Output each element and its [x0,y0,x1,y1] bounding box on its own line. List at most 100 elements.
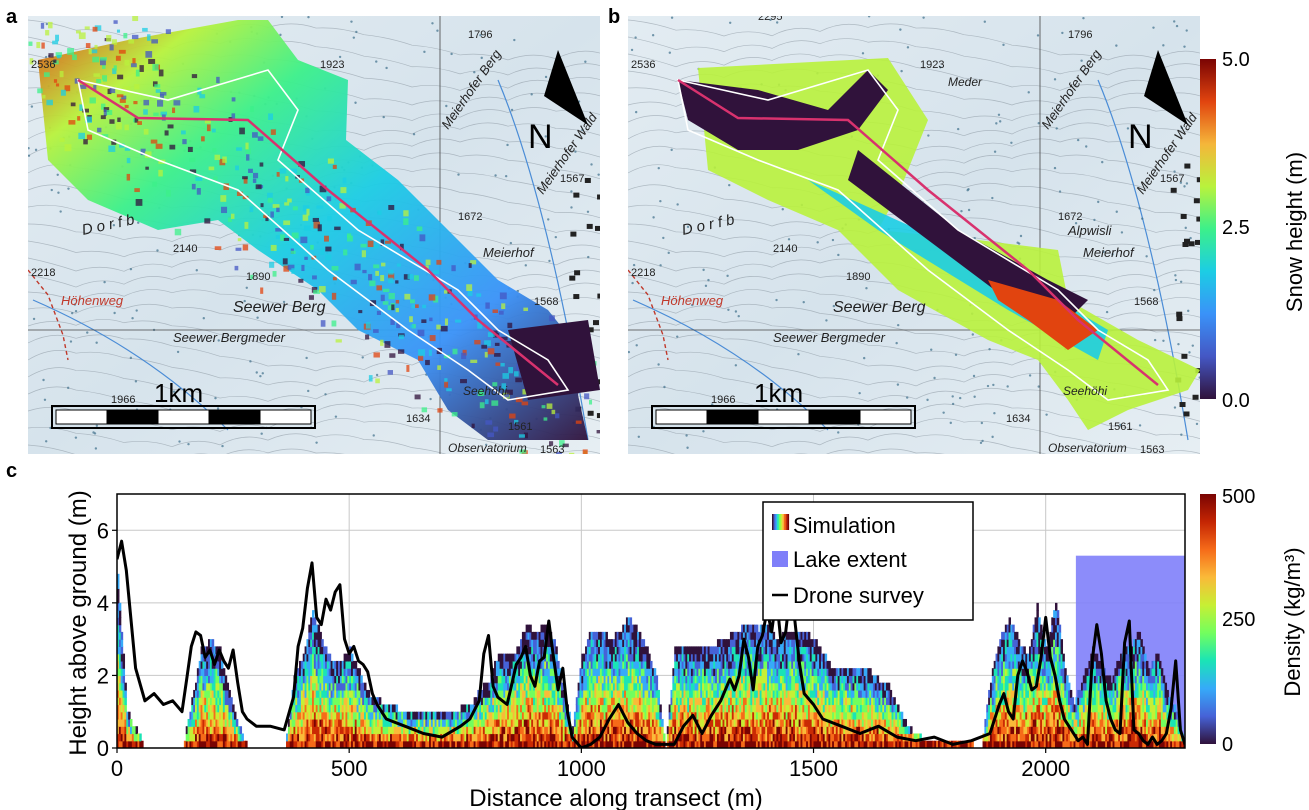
simulation-cell [720,711,724,720]
simulation-cell [562,689,566,698]
simulation-cell [722,733,725,742]
simulation-cell [310,653,313,662]
simulation-cell [685,660,688,669]
simulation-cell [499,660,503,669]
simulation-cell [325,689,328,698]
simulation-cell [618,733,621,742]
simulation-cell [586,689,590,698]
simulation-cell [360,704,363,713]
simulation-cell [624,726,627,735]
simulation-cell [657,733,660,742]
simulation-cell [525,711,529,720]
simulation-cell [310,704,313,713]
simulation-cell [729,740,733,748]
simulation-cell [482,740,486,748]
snow-pixel [444,318,449,326]
simulation-cell [655,697,659,706]
simulation-cell [800,697,803,706]
simulation-cell [367,740,371,748]
simulation-cell [343,689,347,698]
simulation-cell [300,726,304,735]
simulation-cell [685,646,688,655]
simulation-cell [531,733,534,742]
simulation-cell [603,675,607,684]
simulation-cell [544,675,547,684]
map-dot [584,60,587,63]
simulation-cell [609,697,612,706]
simulation-cell [471,704,475,713]
map-dot [1183,185,1186,188]
simulation-cell [798,740,802,748]
simulation-cell [648,682,651,691]
simulation-cell [791,711,794,720]
simulation-cell [219,711,222,720]
simulation-cell [365,704,369,713]
simulation-cell [336,689,339,698]
simulation-cell [206,711,209,720]
simulation-cell [720,646,724,655]
simulation-cell [609,646,612,655]
simulation-cell [776,718,779,727]
simulation-cell [508,711,512,720]
simulation-cell [640,639,644,647]
snow-pixel [227,217,232,223]
simulation-cell [310,639,313,647]
simulation-cell [495,704,499,713]
simulation-cell [510,711,514,720]
building [596,413,600,419]
simulation-cell [209,689,213,698]
map-dot [837,431,840,434]
simulation-cell [553,718,556,727]
simulation-cell [481,689,484,698]
simulation-cell [746,740,750,748]
simulation-cell [655,704,659,713]
simulation-cell [728,733,731,742]
simulation-cell [455,740,458,748]
simulation-cell [542,624,545,633]
simulation-cell [351,675,354,684]
snow-pixel [551,409,556,415]
simulation-cell [581,697,584,706]
simulation-cell [295,697,298,706]
snow-pixel [169,144,176,150]
simulation-cell [694,726,698,735]
simulation-cell [226,726,230,735]
simulation-cell [323,718,326,727]
simulation-cell [705,711,709,720]
simulation-cell [492,704,495,713]
simulation-cell [221,726,224,735]
simulation-cell [319,697,322,706]
simulation-cell [302,668,306,677]
map-dot [668,51,672,54]
snow-pixel [501,303,506,310]
simulation-cell [352,682,356,691]
simulation-cell [544,624,547,633]
simulation-cell [488,711,491,720]
simulation-cell [209,711,213,720]
simulation-cell [637,689,640,698]
simulation-cell [748,631,751,640]
simulation-cell [614,718,618,727]
map-dot [450,52,453,56]
simulation-cell [661,718,664,727]
simulation-cell [755,631,759,640]
map-dot [1105,310,1109,314]
simulation-cell [534,711,538,720]
simulation-cell [213,733,217,742]
snow-pixel [308,295,314,300]
simulation-cell [297,711,300,720]
map-elevation-label: 2140 [773,243,797,255]
snow-pixel [135,199,143,206]
simulation-cell [514,718,517,727]
simulation-cell [533,631,536,640]
simulation-cell [460,704,464,713]
simulation-cell [607,733,610,742]
simulation-cell [375,733,378,742]
simulation-cell [796,631,800,640]
snow-pixel [382,301,389,305]
simulation-cell [538,639,542,647]
simulation-cell [338,704,341,713]
snow-pixel [234,265,239,271]
snow-sim-deep [848,150,1088,320]
